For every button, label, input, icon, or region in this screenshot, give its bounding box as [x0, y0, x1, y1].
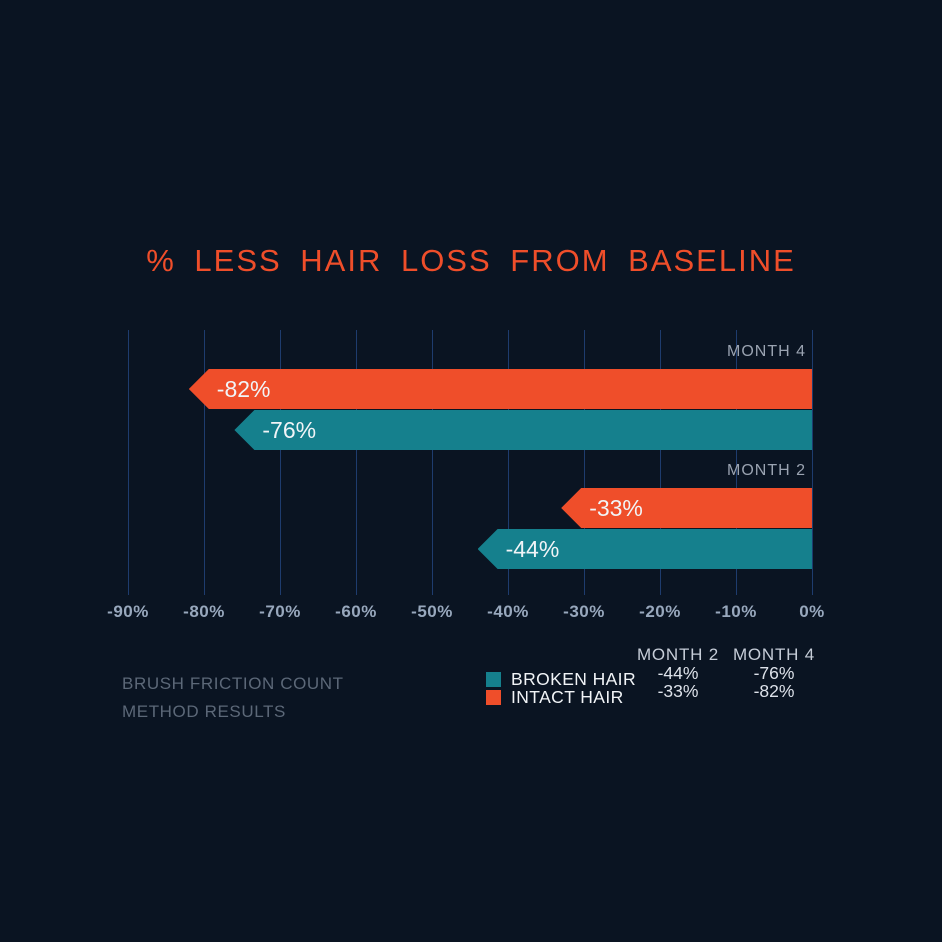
- method-note: BRUSH FRICTION COUNT METHOD RESULTS: [122, 670, 344, 726]
- bar-month-2-intact-hair: -33%: [561, 488, 812, 528]
- gridline-20: [659, 330, 661, 595]
- bar-chart: -90% -80% -70% -60% -50% -40% -30% -20% -10% 0% MO…: [107, 330, 824, 630]
- legend-item-broken-hair: BROKEN HAIR: [486, 668, 636, 689]
- gridline-60: [355, 330, 357, 595]
- table-value-intact-month-2: -33%: [657, 681, 699, 701]
- chart-title: % LESS HAIR LOSS FROM BASELINE: [146, 243, 796, 278]
- legend: BROKEN HAIR INTACT HAIR: [486, 668, 636, 707]
- bar-month-4-broken-hair: -76%: [234, 410, 812, 450]
- table-header-month-4: MONTH 4: [732, 645, 816, 664]
- table-value-broken-month-2: -44%: [657, 663, 699, 683]
- gridline-10: [735, 330, 737, 595]
- axis-tick-50: -50%: [411, 602, 453, 621]
- table-value-broken-month-4: -76%: [753, 663, 795, 683]
- axis-tick-90: -90%: [107, 602, 149, 621]
- table-value-intact-month-4: -82%: [753, 681, 795, 701]
- bar-month-2-broken-hair: -44%: [477, 529, 812, 569]
- bar-month-4-intact-hair: -82%: [188, 369, 812, 409]
- results-table: MONTH 2 MONTH 4 -44% -76% -33% -82%: [630, 645, 822, 701]
- method-note-line1: BRUSH FRICTION COUNT: [122, 674, 344, 693]
- gridline-70: [279, 330, 281, 595]
- table-header-month-2: MONTH 2: [636, 645, 720, 664]
- axis-tick-70: -70%: [259, 602, 301, 621]
- gridline-80: [203, 330, 205, 595]
- gridline-50: [431, 330, 433, 595]
- intact-hair-swatch: [486, 689, 501, 705]
- axis-tick-40: -40%: [487, 602, 529, 621]
- axis-tick-10: -10%: [715, 602, 757, 621]
- method-note-line2: METHOD RESULTS: [122, 702, 286, 721]
- gridline-0: [811, 330, 813, 595]
- gridline-40: [507, 330, 509, 595]
- group-label-month-4: MONTH 4: [727, 343, 806, 360]
- axis-tick-30: -30%: [563, 602, 605, 621]
- bar-value-label: -76%: [262, 416, 317, 443]
- legend-label-intact-hair: INTACT HAIR: [511, 686, 624, 707]
- broken-hair-swatch: [486, 671, 501, 687]
- legend-item-intact-hair: INTACT HAIR: [486, 686, 636, 707]
- gridline-30: [583, 330, 585, 595]
- bar-value-label: -82%: [216, 375, 271, 402]
- legend-label-broken-hair: BROKEN HAIR: [511, 668, 636, 689]
- axis-tick-80: -80%: [183, 602, 225, 621]
- axis-tick-0: 0%: [799, 602, 825, 621]
- group-label-month-2: MONTH 2: [727, 462, 806, 479]
- axis-tick-60: -60%: [335, 602, 377, 621]
- bar-value-label: -33%: [589, 494, 643, 521]
- gridline-90: [127, 330, 129, 595]
- bar-value-label: -44%: [505, 535, 560, 562]
- axis-tick-20: -20%: [639, 602, 681, 621]
